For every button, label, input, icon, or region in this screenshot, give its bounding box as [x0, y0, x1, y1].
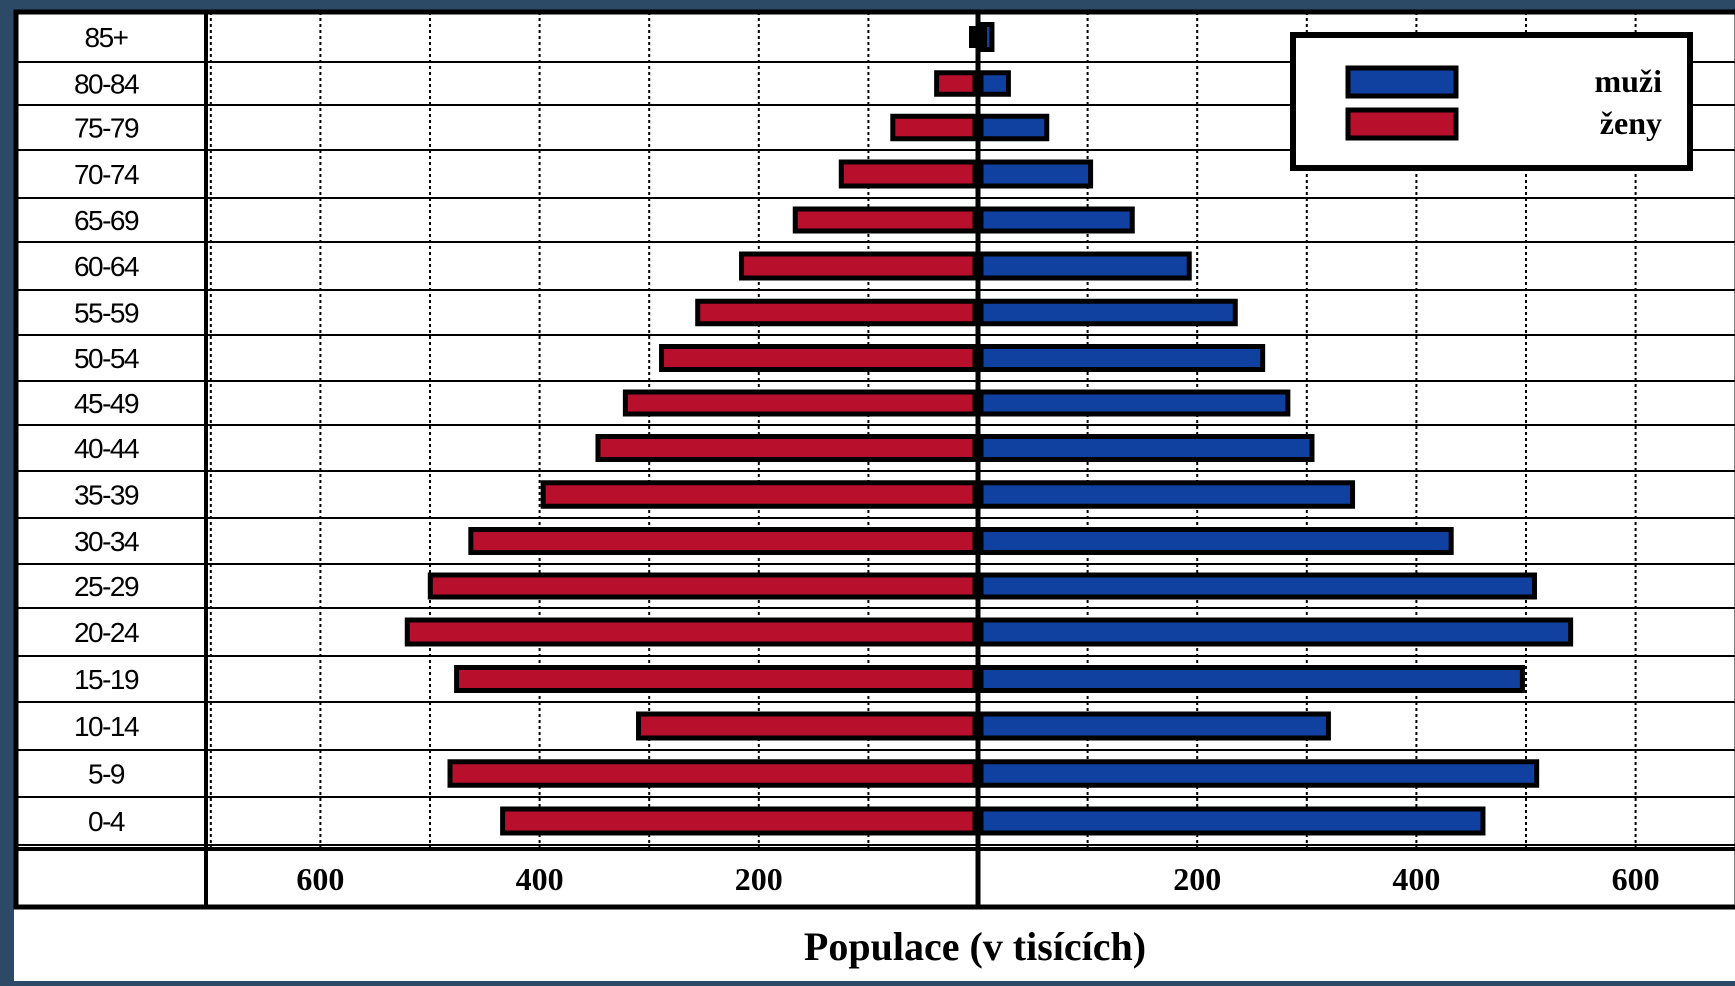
legend-swatch — [1345, 65, 1459, 99]
x-tick-label: 600 — [1612, 861, 1660, 897]
bar-zeny — [500, 806, 978, 836]
bar-zeny — [934, 70, 978, 97]
legend-box — [1290, 32, 1693, 171]
age-group-label: 75-79 — [74, 113, 139, 144]
bar-muzi — [978, 344, 1266, 372]
bar-muzi — [978, 70, 1011, 97]
bar-muzi — [978, 480, 1356, 509]
bar-muzi — [978, 434, 1315, 462]
age-group-label: 65-69 — [74, 205, 139, 236]
bar-zeny — [427, 572, 978, 600]
legend-label: muži — [1594, 63, 1662, 99]
bar-muzi — [978, 206, 1135, 234]
age-group-label: 50-54 — [74, 343, 139, 374]
bottom-margin — [14, 912, 1735, 981]
age-group-label: 15-19 — [74, 664, 139, 695]
outer-border — [13, 9, 1735, 910]
age-group-label: 30-34 — [74, 526, 139, 557]
age-group-label: 45-49 — [74, 388, 139, 419]
age-group-label: 40-44 — [74, 433, 139, 464]
bar-muzi — [978, 298, 1238, 327]
bar-zeny — [404, 617, 978, 647]
age-group-label: 35-39 — [74, 480, 139, 511]
age-group-label: 70-74 — [74, 159, 139, 190]
bar-muzi — [978, 665, 1525, 693]
x-tick-label: 600 — [296, 861, 344, 897]
bar-zeny — [695, 298, 978, 327]
bar-zeny — [739, 251, 978, 281]
legend: muži ženy — [1290, 32, 1693, 171]
bar-zeny — [838, 159, 978, 189]
x-tick-label: 400 — [1392, 861, 1440, 897]
bar-zeny — [447, 759, 978, 788]
x-tick-label: 400 — [516, 861, 564, 897]
bar-muzi — [978, 527, 1454, 555]
bar-muzi — [978, 617, 1574, 647]
bar-muzi — [978, 572, 1537, 600]
x-tick-label: 200 — [735, 861, 783, 897]
age-group-label: 25-29 — [74, 571, 139, 602]
age-group-label: 0-4 — [88, 806, 125, 837]
bar-muzi — [978, 389, 1291, 417]
bar-muzi — [978, 159, 1094, 189]
labels-group: 85+ 80-84 75-79 70-74 65-69 60-64 55-59 50-54 45… — [74, 22, 1660, 897]
legend-swatch — [1345, 107, 1459, 141]
x-axis-label: Populace (v tisících) — [804, 924, 1146, 969]
age-group-label: 85+ — [85, 22, 128, 53]
frame — [13, 9, 1735, 910]
bar-zeny — [792, 206, 978, 234]
bars-group — [404, 22, 1574, 836]
bar-muzi — [978, 711, 1331, 741]
age-group-label: 20-24 — [74, 617, 139, 648]
age-group-label: 55-59 — [74, 298, 139, 329]
bar-zeny — [636, 711, 978, 741]
legend-label: ženy — [1600, 105, 1662, 141]
bar-zeny — [468, 527, 978, 555]
age-group-label: 10-14 — [74, 711, 139, 742]
bar-muzi — [978, 759, 1540, 788]
age-group-label: 60-64 — [74, 251, 139, 282]
x-tick-label: 200 — [1173, 861, 1221, 897]
bar-muzi — [978, 113, 1050, 142]
bar-zeny — [595, 434, 978, 462]
bar-zeny — [890, 113, 978, 142]
bar-zeny — [454, 665, 978, 693]
age-group-label: 80-84 — [74, 69, 139, 100]
bar-zeny — [659, 344, 978, 372]
bar-muzi — [978, 806, 1486, 836]
bar-muzi — [978, 251, 1192, 281]
bar-zeny — [622, 389, 978, 417]
bar-zeny — [540, 480, 978, 509]
age-group-label: 5-9 — [88, 759, 125, 790]
